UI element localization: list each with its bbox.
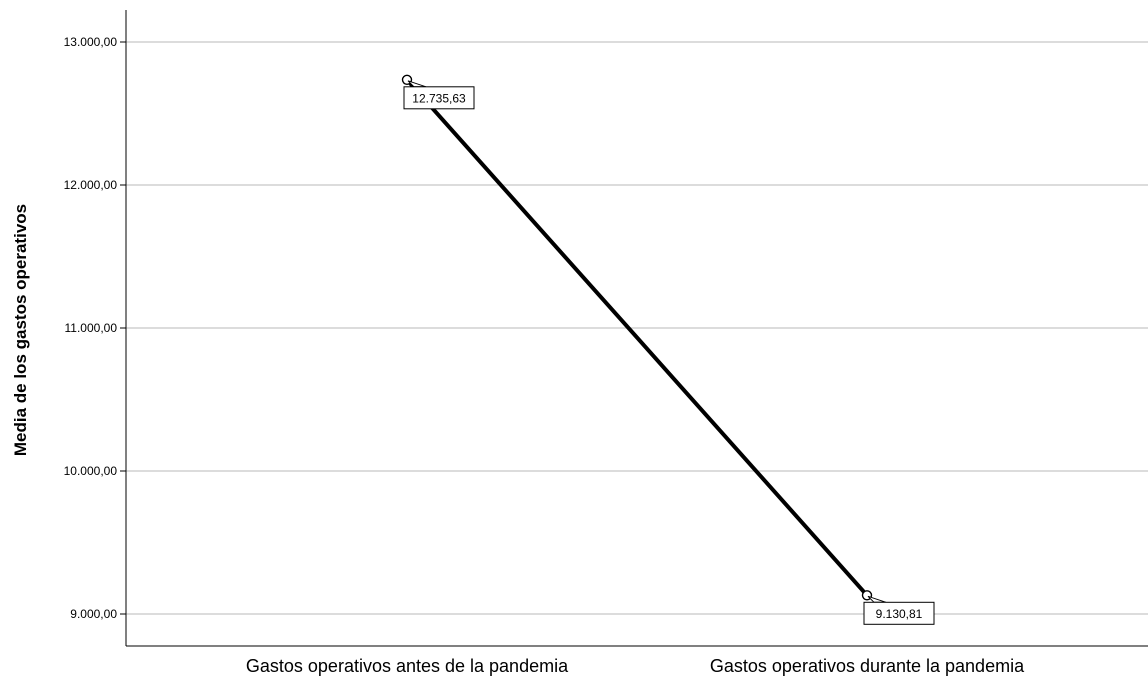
series-line: [405, 77, 869, 598]
y-tick-label: 10.000,00: [64, 464, 118, 478]
x-category-label: Gastos operativos antes de la pandemia: [246, 656, 569, 676]
x-category-label: Gastos operativos durante la pandemia: [710, 656, 1025, 676]
data-label: 12.735,63: [412, 91, 466, 105]
data-label-box: [403, 86, 475, 110]
y-axis-title: Media de los gastos operativos: [11, 204, 30, 456]
y-tick-label: 12.000,00: [64, 178, 118, 192]
data-label-box: [863, 601, 935, 625]
data-label-pointer: [867, 595, 887, 603]
y-tick-label: 13.000,00: [64, 35, 118, 49]
data-label: 9.130,81: [876, 607, 923, 621]
y-tick-label: 9.000,00: [70, 607, 117, 621]
y-tick-label: 11.000,00: [65, 321, 118, 335]
